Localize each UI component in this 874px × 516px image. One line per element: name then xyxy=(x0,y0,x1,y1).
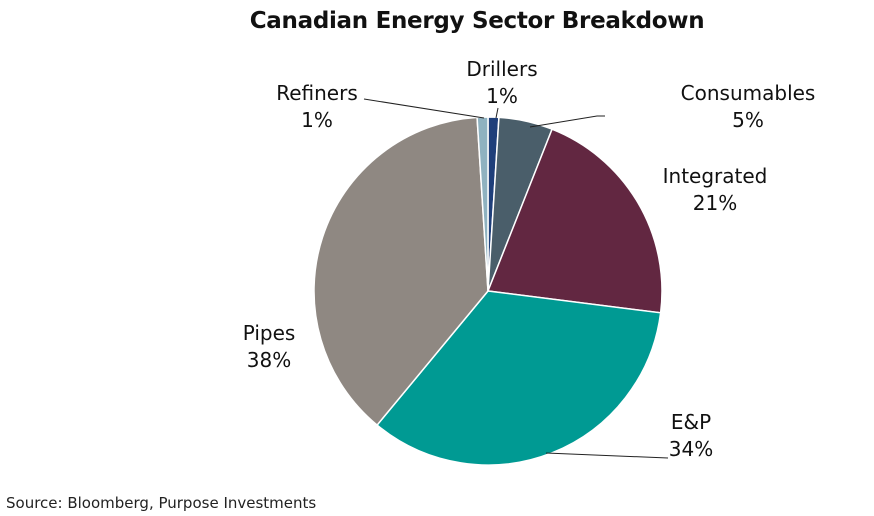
source-note: Source: Bloomberg, Purpose Investments xyxy=(6,494,317,512)
slice-label-integrated-value: 21% xyxy=(692,191,738,215)
pie-slices xyxy=(313,116,663,466)
slice-label-ep-name: E&P xyxy=(670,410,712,434)
leader-line-refiners xyxy=(363,98,485,119)
slice-label-drillers: Drillers 1% xyxy=(466,56,537,110)
slice-label-pipes-value: 38% xyxy=(246,348,292,372)
leader-line-ep xyxy=(545,452,669,459)
leader-line-drillers xyxy=(495,107,499,119)
slice-label-drillers-value: 1% xyxy=(486,84,518,108)
slice-label-consumables-name: Consumables xyxy=(680,81,816,105)
slice-label-consumables: Consumables 5% xyxy=(681,80,816,134)
slice-label-pipes-name: Pipes xyxy=(242,321,296,345)
leader-line-consumables xyxy=(529,115,605,128)
pie-slice-integrated xyxy=(486,128,663,314)
slice-label-drillers-name: Drillers xyxy=(466,57,538,81)
slice-label-refiners-name: Refiners xyxy=(276,81,358,105)
chart-title: Canadian Energy Sector Breakdown xyxy=(249,8,705,34)
slice-label-ep: E&P 34% xyxy=(669,409,713,463)
slice-label-pipes: Pipes 38% xyxy=(243,320,296,374)
slice-label-refiners: Refiners 1% xyxy=(276,80,358,134)
slice-label-integrated-name: Integrated xyxy=(662,164,768,188)
slice-label-integrated: Integrated 21% xyxy=(663,163,768,217)
slice-label-consumables-value: 5% xyxy=(732,108,764,132)
slice-label-ep-value: 34% xyxy=(668,437,714,461)
slice-label-refiners-value: 1% xyxy=(301,108,333,132)
leader-lines xyxy=(363,98,669,459)
pie-slice-pipes xyxy=(313,116,489,427)
